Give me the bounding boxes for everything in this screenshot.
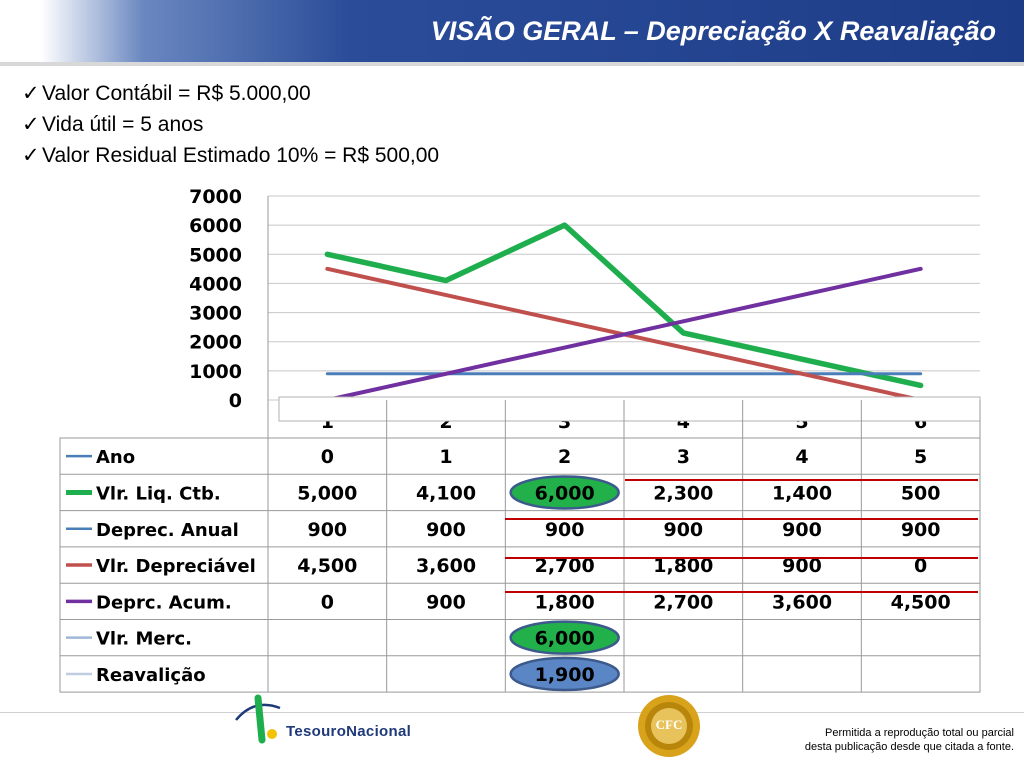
table-cell-value: 4,500 [891,591,951,613]
footer-divider [0,712,1024,713]
title-bar-stripe [0,62,1024,66]
table-cell-value: 2,300 [653,482,713,504]
table-row-label: Vlr. Merc. [96,629,192,650]
table-cell-value: 1,900 [535,664,595,686]
y-tick-label: 5000 [189,244,242,266]
table-row-label: Vlr. Liq. Ctb. [96,483,221,504]
tesouro-emblem-icon [235,694,281,744]
table-cell-value: 4,500 [297,555,357,577]
y-tick-label: 7000 [189,186,242,208]
table-cell-value: 3,600 [416,555,476,577]
table-cell-value: 3,600 [772,591,832,613]
table-cell-value: 900 [663,519,703,541]
highlight-ellipse [509,620,620,655]
table-cell-value: 4 [795,446,808,468]
tesouro-logo-text: TesouroNacional [286,723,412,740]
series-line [325,266,923,402]
bullet-list: ✓ Valor Contábil = R$ 5.000,00 ✓ Vida útil… [22,78,439,171]
table-cell-value: 900 [426,591,466,613]
table-cell-value: 3 [677,446,690,468]
bullet-text: Valor Contábil = R$ 5.000,00 [42,82,311,105]
y-tick-label: 1000 [189,361,242,383]
highlight-ellipse [509,475,620,510]
highlight-ellipse [509,656,620,692]
overlay-box [278,396,981,422]
table-cell-value: 1,800 [535,591,595,613]
cfc-logo-text: CFC [655,717,683,732]
table-cell-value: 2,700 [653,591,713,613]
table-cell-value: 900 [545,519,585,541]
table-cell-value: 4,100 [416,482,476,504]
table-cell-value: 1,400 [772,482,832,504]
table-cell-value: 0 [321,591,334,613]
table-cell-value: 900 [426,519,466,541]
y-tick-label: 4000 [189,273,242,295]
table-cell-value: 900 [307,519,347,541]
table-cell-value: 2,700 [535,555,595,577]
check-icon: ✓ [22,144,40,167]
table-row-label: Vlr. Depreciável [96,556,256,577]
bullet-item: ✓ Valor Residual Estimado 10% = R$ 500,00 [22,140,439,171]
table-row-label: Deprec. Anual [96,520,239,541]
table-cell-value: 6,000 [535,482,595,504]
slide-title: VISÃO GERAL – Depreciação X Reavaliação [430,16,996,46]
table-row-label: Ano [96,447,135,468]
footer-note: Permitida a reprodução total ou parcial … [805,726,1014,754]
table-cell-value: 900 [901,519,941,541]
cfc-seal-icon [638,695,700,757]
table-cell-value: 1 [439,446,452,468]
table-row-label: Deprc. Acum. [96,592,232,613]
table-cell-value: 6,000 [535,628,595,650]
table-cell-value: 500 [901,482,941,504]
series-line [324,222,924,389]
table-cell-value: 1,800 [653,555,713,577]
title-bar [0,0,1024,62]
y-tick-label: 2000 [189,332,242,354]
table-row-label: Reavalição [96,665,206,686]
y-tick-label: 0 [229,390,242,412]
y-tick-label: 3000 [189,303,242,325]
tesouro-nacional-logo: TesouroNacional [228,690,443,750]
bullet-item: ✓ Valor Contábil = R$ 5.000,00 [22,78,439,109]
check-icon: ✓ [22,82,40,105]
cfc-logo: CFC [636,693,702,759]
footer-note-line2: desta publicação desde que citada a font… [804,741,1014,753]
footer-note-line1: Permitida a reprodução total ou parcial [825,727,1014,739]
bullet-text: Valor Residual Estimado 10% = R$ 500,00 [42,144,440,167]
table-cell-value: 900 [782,555,822,577]
bullet-item: ✓ Vida útil = 5 anos [22,109,439,140]
table-cell-value: 0 [914,555,927,577]
table-cell-value: 5 [914,446,927,468]
table-cell-value: 2 [558,446,571,468]
bullet-text: Vida útil = 5 anos [42,113,204,136]
table-cell-value: 0 [321,446,334,468]
table-cell-value: 900 [782,519,822,541]
y-tick-label: 6000 [189,215,242,237]
table-cell-value: 5,000 [297,482,357,504]
check-icon: ✓ [22,113,40,136]
